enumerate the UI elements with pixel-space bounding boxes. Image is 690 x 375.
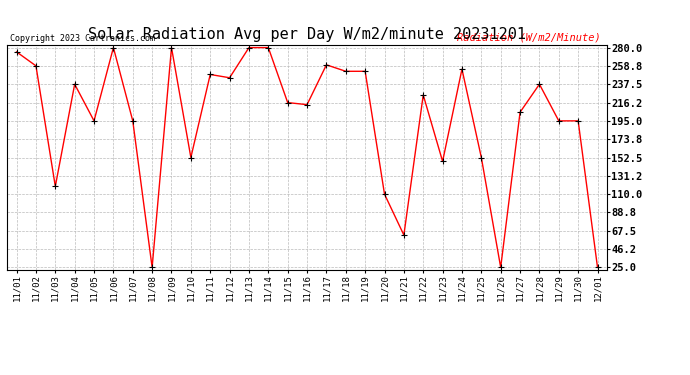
Text: Copyright 2023 Cartronics.com: Copyright 2023 Cartronics.com: [10, 34, 155, 43]
Title: Solar Radiation Avg per Day W/m2/minute 20231201: Solar Radiation Avg per Day W/m2/minute …: [88, 27, 526, 42]
Text: Radiation (W/m2/Minute): Radiation (W/m2/Minute): [457, 33, 601, 43]
